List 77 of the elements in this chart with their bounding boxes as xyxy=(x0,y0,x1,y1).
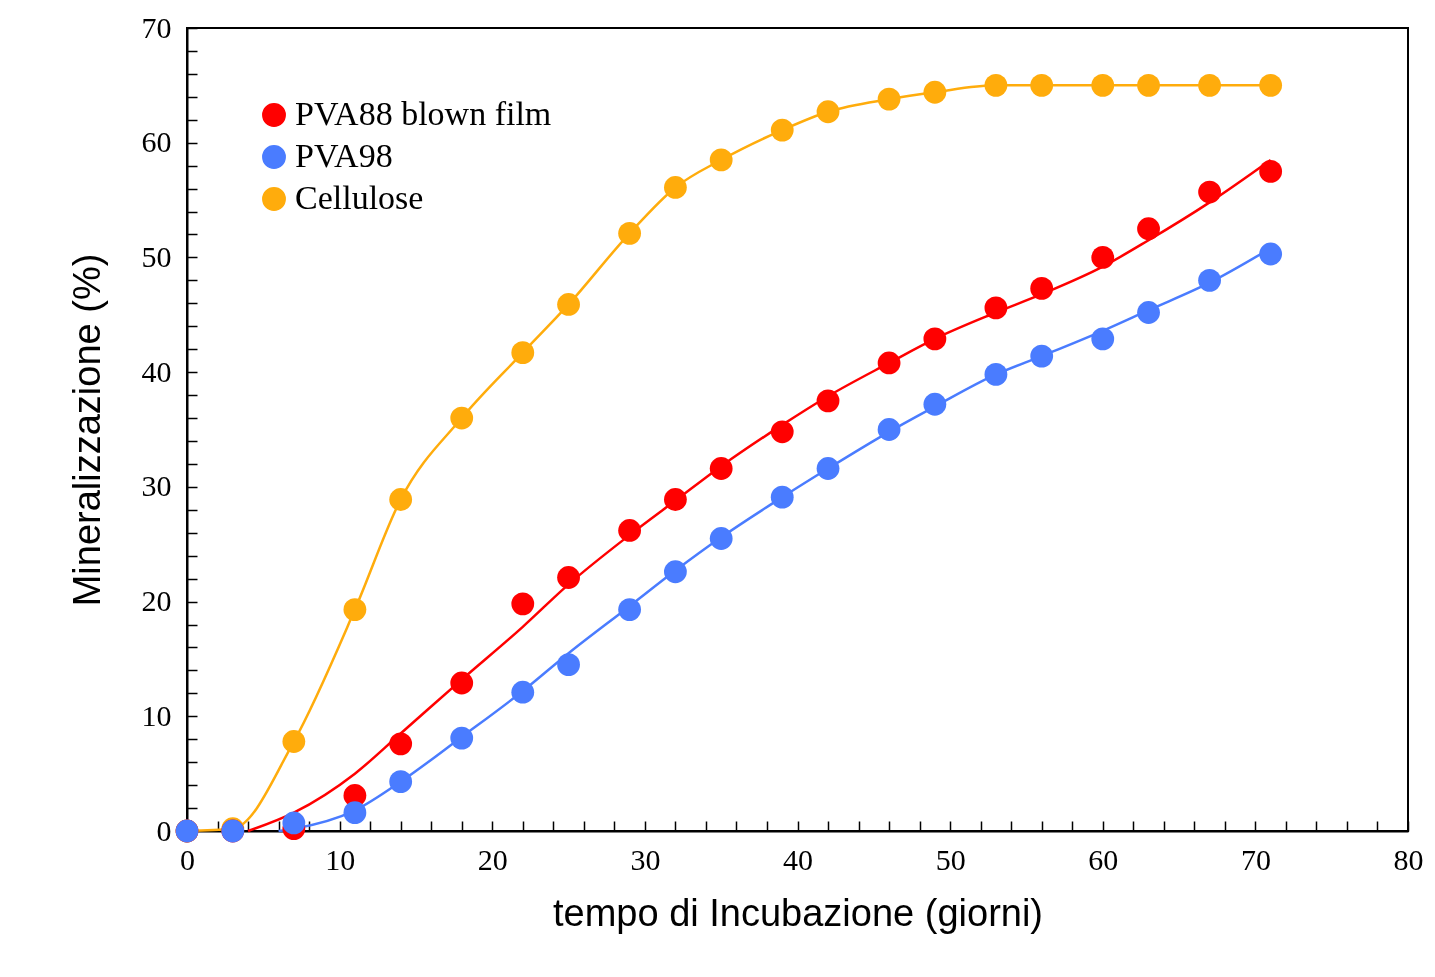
point xyxy=(816,457,840,480)
x-tick-label: 70 xyxy=(1240,842,1271,876)
x-tick-label: 30 xyxy=(630,842,661,876)
x-tick-label: 10 xyxy=(325,842,356,876)
point xyxy=(770,118,794,142)
point xyxy=(877,87,901,111)
legend-label: PVA98 xyxy=(295,137,393,174)
y-tick-label: 10 xyxy=(141,698,172,732)
point xyxy=(816,389,840,413)
point xyxy=(877,418,901,441)
point xyxy=(984,73,1008,97)
y-tick-label: 50 xyxy=(141,239,172,273)
point xyxy=(1137,73,1160,97)
point xyxy=(1198,268,1221,292)
point xyxy=(511,592,535,616)
point xyxy=(389,770,413,794)
point xyxy=(664,560,687,584)
point xyxy=(664,176,687,199)
point xyxy=(618,221,642,245)
point xyxy=(923,80,947,104)
point xyxy=(450,671,474,695)
point xyxy=(1198,73,1221,97)
x-tick-label: 0 xyxy=(180,842,195,876)
point xyxy=(770,420,794,444)
point xyxy=(511,341,535,365)
point xyxy=(1030,73,1054,97)
point xyxy=(389,732,413,756)
point xyxy=(282,730,306,753)
point xyxy=(618,598,642,621)
point xyxy=(282,811,306,835)
point xyxy=(877,351,901,375)
y-tick-label: 60 xyxy=(141,125,172,159)
y-tick-label: 40 xyxy=(141,354,172,388)
point xyxy=(618,519,642,542)
point xyxy=(709,457,733,480)
point xyxy=(557,566,580,589)
y-tick-label: 20 xyxy=(141,584,172,618)
point xyxy=(511,680,535,704)
point xyxy=(984,363,1008,386)
point xyxy=(816,100,840,124)
point xyxy=(1091,327,1115,351)
point xyxy=(1259,73,1283,97)
point xyxy=(343,801,367,825)
point xyxy=(557,653,580,677)
x-tick-label: 60 xyxy=(1088,842,1119,876)
x-tick-label: 80 xyxy=(1393,842,1424,876)
point xyxy=(1030,277,1054,300)
point xyxy=(923,392,947,416)
point xyxy=(664,488,687,511)
point xyxy=(1137,217,1160,241)
x-tick-label: 50 xyxy=(935,842,966,876)
point xyxy=(1137,301,1160,324)
point xyxy=(1198,180,1221,204)
point xyxy=(923,327,947,351)
point xyxy=(770,485,794,509)
point xyxy=(450,406,474,430)
y-axis-title: Mineralizzazione (%) xyxy=(65,253,108,607)
y-tick-label: 0 xyxy=(156,813,172,847)
legend-label: PVA88 blown film xyxy=(295,95,552,132)
x-tick-label: 40 xyxy=(783,842,813,876)
point xyxy=(389,488,413,511)
point xyxy=(1091,246,1115,269)
x-axis-title: tempo di Incubazione (giorni) xyxy=(552,891,1044,934)
point xyxy=(343,598,367,621)
point xyxy=(1030,344,1054,368)
y-tick-label: 70 xyxy=(141,10,172,44)
point xyxy=(450,726,474,750)
x-tick-label: 20 xyxy=(477,842,508,876)
point xyxy=(1091,73,1115,97)
point xyxy=(1259,242,1283,266)
point xyxy=(557,293,580,316)
y-tick-label: 30 xyxy=(141,469,172,503)
point xyxy=(709,527,733,550)
point xyxy=(709,148,733,172)
legend-label: Cellulose xyxy=(295,179,424,216)
point xyxy=(984,296,1008,320)
point xyxy=(1259,160,1283,183)
